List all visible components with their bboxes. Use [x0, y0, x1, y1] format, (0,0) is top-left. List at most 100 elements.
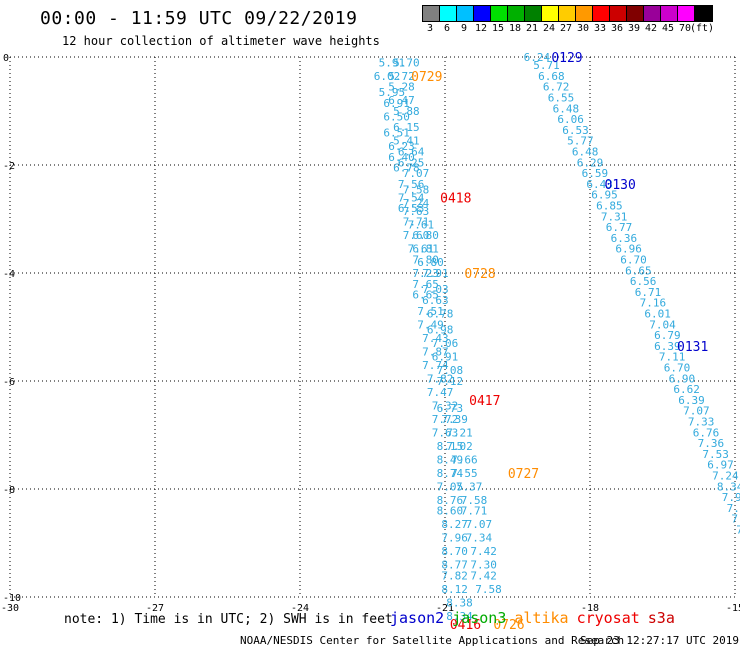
grid-lines: [9, 56, 736, 598]
swh-value-label: 6.63: [422, 294, 449, 307]
swh-value-label: 6.70: [664, 362, 691, 375]
swh-value-label: 7.74: [422, 359, 449, 372]
swh-value-label: 7.66: [451, 453, 478, 466]
y-tick-label: -2: [3, 161, 15, 172]
color-scale-label: 33: [594, 23, 607, 34]
swh-value-label: 7.47: [427, 386, 454, 399]
swh-value-label: 6.43: [586, 178, 613, 191]
swh-value-label: 6.48: [553, 102, 580, 115]
swh-value-label: 5.91: [379, 56, 406, 69]
color-swatch: [542, 6, 559, 21]
swh-value-label: 7.30: [470, 559, 497, 572]
color-scale-label: 6: [444, 23, 451, 34]
swh-value-label: 7.06: [432, 337, 459, 350]
color-swatch: [474, 6, 491, 21]
color-swatch: [440, 6, 457, 21]
swh-value-label: 7.87: [422, 345, 449, 358]
swh-value-label: 8.70: [441, 545, 468, 558]
swh-value-label: 6.96: [615, 243, 642, 256]
swh-value-label: 6.50: [383, 110, 410, 123]
swh-value-label: 6.29: [577, 156, 604, 169]
swh-value-label: 7.04: [649, 318, 676, 331]
swh-value-label: 5.77: [567, 135, 594, 148]
swh-value-label: 7.07: [727, 502, 740, 515]
swh-value-label: 7.21: [446, 426, 473, 439]
color-scale-label: 70: [679, 23, 692, 34]
swh-value-label: 7.22: [736, 524, 740, 537]
swh-value-label: 7.58: [461, 494, 488, 507]
swh-value-label: 7.16: [640, 297, 667, 310]
color-scale-label: 45: [662, 23, 675, 34]
legend-item-jason2: jason2: [390, 609, 445, 627]
swh-value-label: 7.82: [441, 569, 468, 582]
swh-value-label: 7.51: [417, 305, 444, 318]
swh-value-label: 7.02: [446, 440, 473, 453]
swh-value-label: 7.24: [712, 470, 739, 483]
swh-value-label: 8.34: [446, 610, 473, 623]
y-tick-label: -10: [3, 593, 21, 604]
swh-value-label: 6.77: [606, 221, 633, 234]
swh-value-label: 7.07: [683, 405, 710, 418]
swh-value-label: 7.36: [698, 437, 725, 450]
swh-value-label: 7.55: [451, 467, 478, 480]
swh-value-label: 6.40: [388, 151, 415, 164]
swh-value-label: 7.34: [466, 532, 493, 545]
swh-value-label: 8.12: [441, 583, 468, 596]
page-subtitle: 12 hour collection of altimeter wave hei…: [62, 34, 380, 48]
swh-value-label: 6.95: [591, 189, 618, 202]
time-label: 0130: [605, 178, 636, 193]
swh-value-label: 6.90: [669, 372, 696, 385]
color-swatch: [627, 6, 644, 21]
swh-value-label: 7.43: [422, 332, 449, 345]
swh-value-label: 7.71: [461, 505, 488, 518]
color-scale-label: 18: [509, 23, 522, 34]
swh-value-label: 7.53: [702, 448, 729, 461]
swh-value-label: 7.42: [470, 569, 497, 582]
color-swatch: [559, 6, 576, 21]
swh-value-label: 7.92: [722, 491, 740, 504]
swh-value-label: 7.23: [412, 267, 439, 280]
swh-value-label: 5.72: [388, 70, 415, 83]
swh-value-label: 7.07: [466, 518, 493, 531]
swh-value-label: 7.54: [398, 191, 425, 204]
swh-value-label: 8.38: [446, 596, 473, 609]
swh-value-label: 7.63: [403, 205, 430, 218]
swh-value-label: 6.71: [635, 286, 662, 299]
footer-credit: NOAA/NESDIS Center for Satellite Applica…: [240, 634, 625, 647]
swh-value-label: 7.61: [408, 218, 435, 231]
swh-value-label: 5.28: [388, 81, 415, 94]
color-swatch: [593, 6, 610, 21]
swh-value-label: 6.01: [644, 308, 671, 321]
swh-value-label: 6.68: [538, 70, 565, 83]
color-swatch: [678, 6, 695, 21]
x-tick-label: -15: [726, 603, 740, 614]
legend-item-altika: altika: [514, 609, 569, 627]
x-tick-label: -21: [436, 603, 454, 614]
color-scale-label: 36: [611, 23, 624, 34]
swh-value-label: 7.12: [437, 375, 464, 388]
x-tick-label: -27: [146, 603, 164, 614]
time-label: 0726: [493, 618, 524, 633]
swh-value-label: 6.81: [412, 243, 439, 256]
swh-value-label: 6.23: [388, 140, 415, 153]
swh-value-label: 8.76: [437, 494, 464, 507]
swh-value-label: 7.61: [408, 243, 435, 256]
x-tick-label: -24: [291, 603, 309, 614]
time-label: 0728: [464, 267, 495, 282]
swh-value-label: 8.77: [441, 559, 468, 572]
color-scale-label: 39: [628, 23, 641, 34]
legend-item-jason3: jason3: [452, 609, 507, 627]
swh-value-label: 6.76: [693, 426, 720, 439]
color-swatch: [644, 6, 661, 21]
color-scale-label: 12: [475, 23, 488, 34]
color-scale-label: 15: [492, 23, 505, 34]
y-tick-label: 0: [3, 53, 9, 64]
color-swatch: [661, 6, 678, 21]
swh-value-label: 7.58: [475, 583, 502, 596]
time-label: 0129: [551, 51, 582, 66]
swh-value-label: 6.72: [543, 81, 570, 94]
swh-value-label: 8.49: [437, 453, 464, 466]
swh-value-label: 6.39: [654, 340, 681, 353]
color-scale-bar: [422, 5, 713, 22]
swh-value-label: 6.25: [398, 156, 425, 169]
